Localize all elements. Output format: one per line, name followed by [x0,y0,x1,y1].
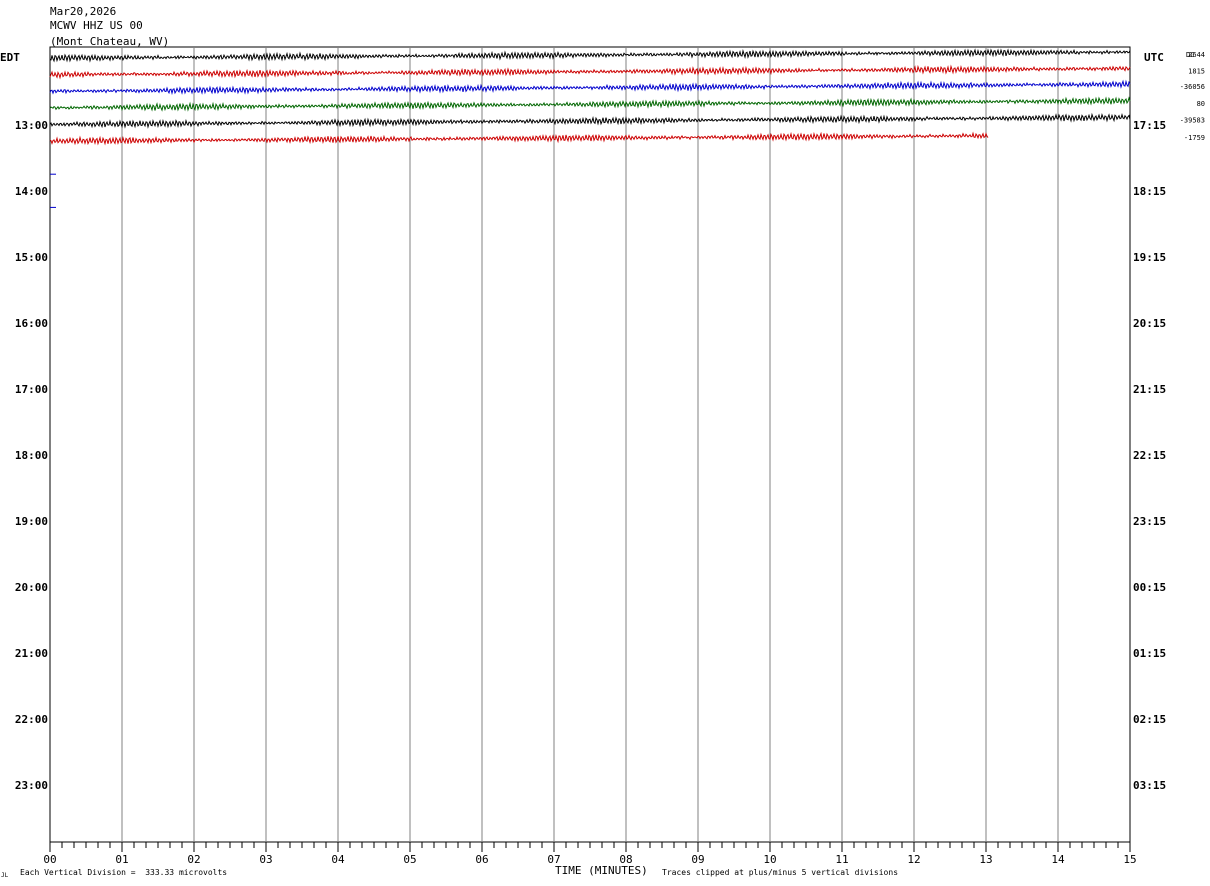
right-time-label: 00:15 [1133,581,1166,594]
vertical-division-note: Each Vertical Division = 333.33 microvol… [20,868,228,877]
x-tick-label: 01 [115,853,128,866]
trace-dc-label: 80 [1197,100,1205,108]
left-time-label: 22:00 [15,713,48,726]
seismic-trace-line [49,79,1131,96]
x-tick-label: 10 [763,853,776,866]
right-time-label: 17:15 [1133,119,1166,132]
seismic-trace-line [49,131,989,146]
x-tick-label: 04 [331,853,345,866]
x-tick-label: 00 [43,853,56,866]
left-time-label: 23:00 [15,779,48,792]
x-tick-label: 15 [1123,853,1136,866]
x-axis-label: TIME (MINUTES) [555,864,648,877]
seismic-trace-line [49,48,1131,63]
corner-mark: JL [1,872,9,879]
right-time-label: 03:15 [1133,779,1166,792]
right-timezone-label: UTC [1144,51,1164,64]
left-time-label: 13:00 [15,119,48,132]
chart-date: Mar20,2026 [50,5,117,18]
right-time-label: 01:15 [1133,647,1166,660]
left-time-label: 14:00 [15,185,48,198]
left-time-label: 15:00 [15,251,48,264]
left-time-label: 16:00 [15,317,48,330]
x-tick-label: 13 [979,853,992,866]
x-tick-label: 02 [187,853,200,866]
left-timezone-label: EDT [0,51,20,64]
station-id: MCWV HHZ US 00 [50,19,143,32]
x-tick-label: 14 [1051,853,1065,866]
seismic-trace-line [49,64,1131,80]
x-tick-label: 12 [907,853,920,866]
x-tick-label: 06 [475,853,488,866]
station-location: (Mont Chateau, WV) [50,35,170,48]
x-tick-label: 09 [691,853,704,866]
right-time-label: 18:15 [1133,185,1166,198]
x-tick-label: 07 [547,853,560,866]
trace-dc-label: 1815 [1188,68,1205,76]
left-time-label: 18:00 [15,449,48,462]
trace-dc-label: 2644 [1188,51,1205,59]
plot-frame [49,46,1131,843]
clipping-note: Traces clipped at plus/minus 5 vertical … [662,868,899,877]
right-time-label: 19:15 [1133,251,1166,264]
left-time-label: 21:00 [15,647,48,660]
right-time-label: 23:15 [1133,515,1166,528]
left-time-label: 19:00 [15,515,48,528]
trace-dc-label: -39583 [1180,116,1205,124]
left-time-label: 20:00 [15,581,48,594]
x-tick-label: 11 [835,853,848,866]
seismic-trace-line [49,112,1131,129]
trace-dc-label: -1759 [1184,134,1205,142]
trace-dc-label: -36056 [1180,83,1205,91]
x-tick-label: 05 [403,853,416,866]
right-time-label: 02:15 [1133,713,1166,726]
dc-header-label: DC [1186,51,1194,59]
right-time-label: 22:15 [1133,449,1166,462]
left-time-label: 17:00 [15,383,48,396]
seismic-trace-line [49,96,1131,112]
right-time-label: 21:15 [1133,383,1166,396]
x-tick-label: 03 [259,853,272,866]
x-tick-label: 08 [619,853,632,866]
right-time-label: 20:15 [1133,317,1166,330]
